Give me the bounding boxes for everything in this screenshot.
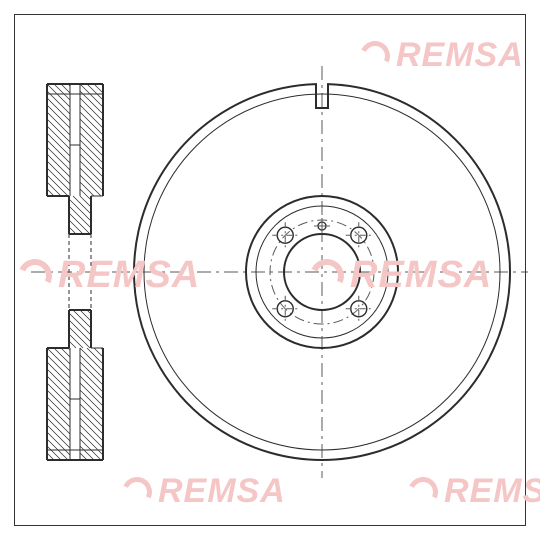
drawing-frame (14, 14, 526, 526)
